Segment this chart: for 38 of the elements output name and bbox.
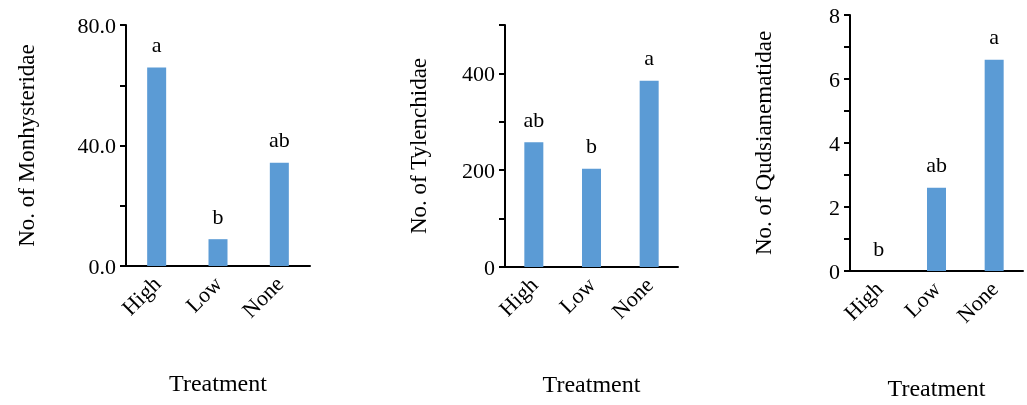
annotation: ab: [926, 152, 947, 178]
y-tick-label: 6: [829, 66, 840, 92]
y-tick-label: 2: [829, 194, 840, 220]
annotation: b: [873, 235, 885, 261]
annotation: a: [644, 45, 655, 71]
x-tick-label: High: [116, 271, 166, 320]
y-tick-label: 80.0: [77, 12, 116, 38]
bar: [524, 142, 544, 267]
y-axis-title: No. of Tylenchidae: [406, 57, 431, 235]
bar: [639, 80, 659, 267]
bar: [147, 67, 167, 266]
y-tick-label: 0: [484, 254, 495, 280]
x-axis-title: Treatment: [542, 371, 641, 397]
y-tick-label: 400: [462, 60, 495, 86]
y-tick-label: 8: [829, 2, 840, 28]
x-tick-label: Low: [554, 272, 601, 319]
y-axis-title: No. of Monhysteridae: [14, 44, 39, 247]
x-axis-title: Treatment: [169, 370, 268, 396]
annotation: ab: [268, 127, 290, 153]
bar: [208, 239, 228, 266]
annotation: b: [586, 133, 597, 159]
x-tick-label: High: [838, 276, 888, 325]
annotation: ab: [523, 106, 545, 132]
annotation: a: [989, 24, 1000, 50]
annotation: a: [151, 31, 162, 57]
y-tick-label: 4: [829, 130, 840, 156]
y-tick-label: 40.0: [77, 133, 116, 158]
y-axis-title: No. of Qudsianematidae: [751, 30, 776, 256]
y-tick-label: 0.0: [88, 253, 116, 279]
annotation: b: [212, 203, 224, 229]
x-tick-label: Low: [180, 271, 227, 318]
y-tick-label: 0: [829, 258, 840, 284]
x-tick-label: High: [493, 272, 543, 321]
y-tick-label: 200: [462, 157, 495, 183]
bar: [582, 168, 601, 267]
bar: [269, 162, 289, 266]
x-axis-title: Treatment: [887, 375, 986, 401]
x-tick-label: Low: [899, 276, 946, 323]
